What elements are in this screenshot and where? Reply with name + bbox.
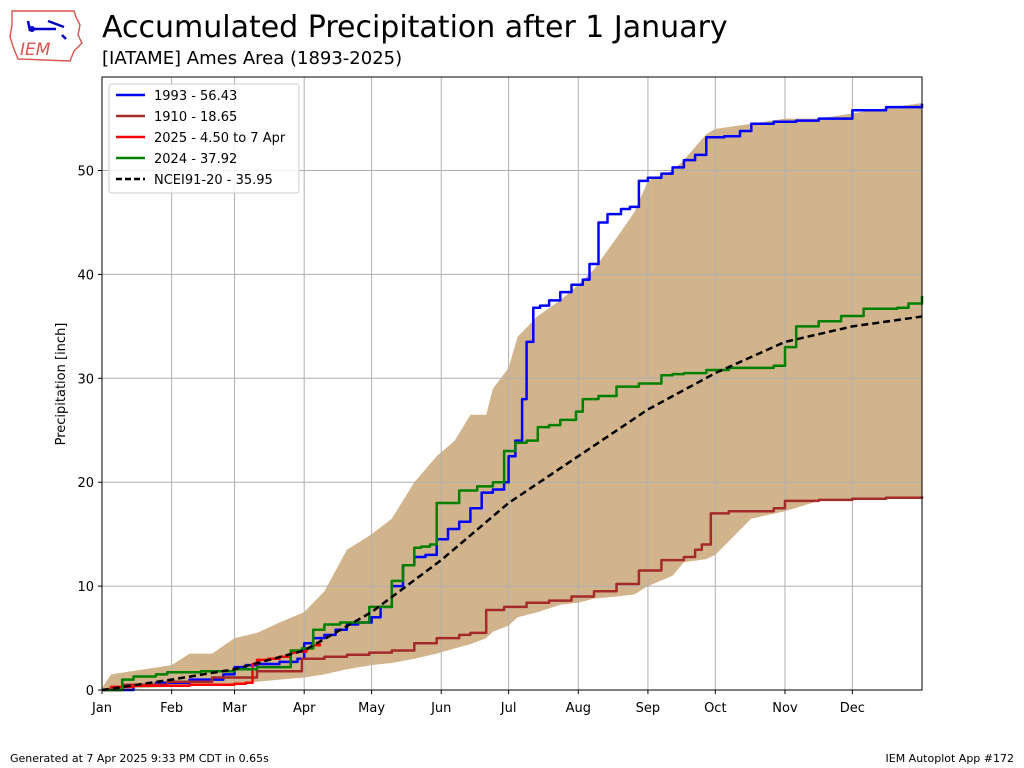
series-1910-line [102,496,924,692]
range-band [102,103,922,690]
x-tick-label: May [358,701,385,716]
x-tick-label: Sep [636,701,661,716]
series-2024-line [102,296,924,692]
x-tick-label: Jan [91,701,112,716]
y-tick-label: 50 [77,165,94,180]
legend-label: 2025 - 4.50 to 7 Apr [154,131,286,146]
x-tick-label: Dec [840,701,865,716]
autoplot-app-id: IEM Autoplot App #172 [885,752,1015,765]
series-ncei-normal-line [101,315,923,692]
y-tick-label: 40 [77,268,94,283]
y-tick-label: 30 [77,372,94,387]
legend-label: NCEI91-20 - 35.95 [154,173,273,188]
x-tick-label: Feb [160,701,183,716]
y-axis-label: Precipitation [inch] [54,323,69,446]
x-tick-label: Mar [222,701,247,716]
plot-frame [101,76,923,691]
logo-text: IEM [20,40,51,60]
x-tick-label: Apr [293,701,316,716]
chart-subtitle: [IATAME] Ames Area (1893-2025) [102,48,403,69]
y-tick-label: 10 [77,580,94,595]
legend-label: 1910 - 18.65 [154,110,237,125]
y-tick-label: 20 [77,476,94,491]
legend-label: 1993 - 56.43 [154,89,237,104]
legend-box [108,83,300,194]
x-tick-label: Jul [500,701,517,716]
legend-label: 2024 - 37.92 [154,152,237,167]
chart-title: Accumulated Precipitation after 1 Januar… [102,10,728,45]
x-tick-label: Jun [430,701,451,716]
generated-timestamp: Generated at 7 Apr 2025 9:33 PM CDT in 0… [10,752,269,765]
y-tick-label: 0 [86,684,94,699]
x-tick-label: Nov [772,701,798,716]
x-tick-label: Oct [704,701,726,716]
x-tick-label: Aug [566,701,591,716]
weather-station-icon [26,19,67,40]
iem-logo: IEM [9,10,83,62]
